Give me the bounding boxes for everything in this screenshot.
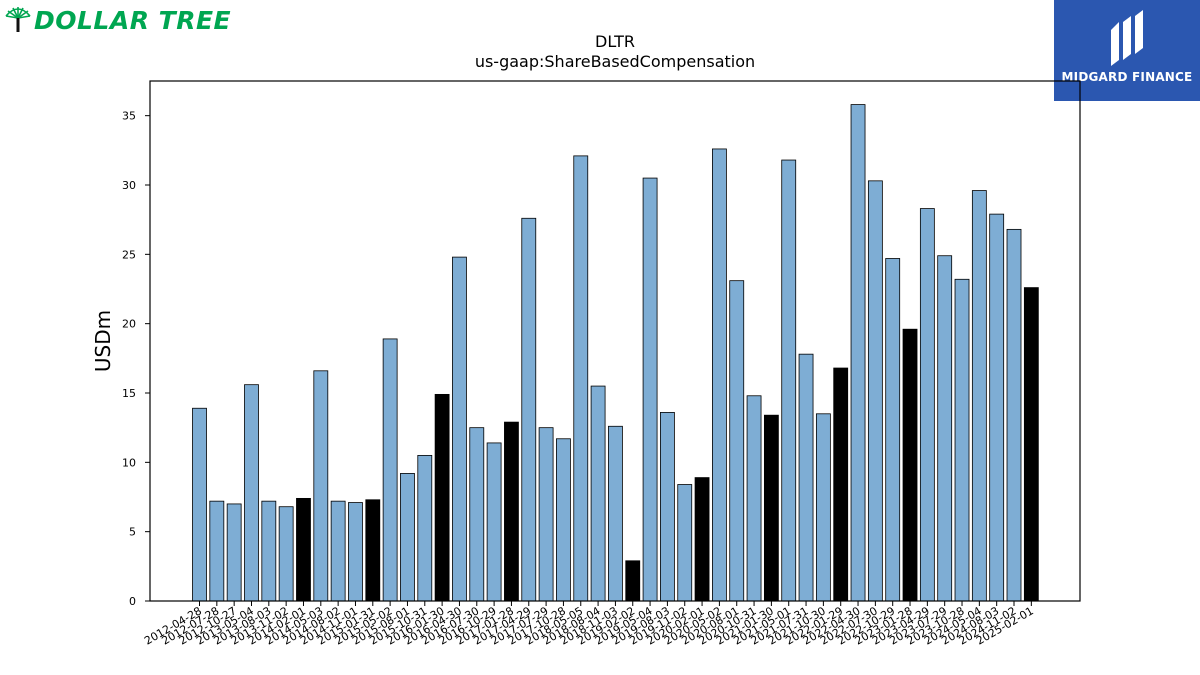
bar bbox=[867, 180, 883, 602]
bar bbox=[538, 427, 554, 602]
bar bbox=[625, 560, 641, 602]
bar bbox=[660, 412, 675, 602]
bar bbox=[781, 159, 797, 602]
bar bbox=[590, 385, 606, 602]
bar bbox=[1023, 287, 1039, 602]
bar bbox=[642, 177, 658, 602]
midgard-finance-logo: MIDGARD FINANCE bbox=[1054, 0, 1200, 101]
bar bbox=[885, 258, 901, 602]
bar bbox=[919, 208, 935, 602]
bar bbox=[850, 104, 866, 602]
bar bbox=[296, 497, 311, 602]
y-tick-label: 0 bbox=[129, 595, 136, 608]
bar bbox=[521, 217, 537, 602]
dollar-tree-wordmark: DOLLAR TREE bbox=[34, 5, 232, 35]
bar bbox=[261, 500, 277, 602]
bar bbox=[954, 278, 970, 602]
bar bbox=[278, 506, 294, 602]
bar bbox=[313, 370, 329, 602]
bar bbox=[365, 499, 381, 602]
chart-subtitle: us-gaap:ShareBasedCompensation bbox=[474, 52, 756, 71]
bar bbox=[712, 148, 727, 602]
bar bbox=[1006, 228, 1022, 602]
bar bbox=[486, 442, 502, 602]
y-tick-label: 30 bbox=[122, 179, 136, 192]
y-axis-label: USDm bbox=[91, 310, 115, 372]
chart-title: DLTR bbox=[595, 32, 635, 51]
y-tick-label: 15 bbox=[122, 387, 136, 400]
y-tick-label: 35 bbox=[122, 110, 136, 123]
bar bbox=[694, 477, 710, 602]
bar bbox=[192, 407, 207, 602]
dollar-tree-logo: DOLLAR TREE bbox=[4, 4, 231, 36]
bar bbox=[729, 280, 745, 602]
bar bbox=[226, 503, 242, 602]
bar bbox=[504, 421, 519, 602]
y-tick-label: 5 bbox=[129, 526, 136, 539]
bar bbox=[400, 473, 415, 602]
bar bbox=[382, 338, 398, 602]
bar bbox=[746, 395, 762, 602]
midgard-mark-icon bbox=[1111, 10, 1143, 66]
bar bbox=[677, 484, 693, 602]
bar bbox=[902, 328, 918, 602]
bar bbox=[989, 213, 1005, 602]
bar bbox=[417, 454, 433, 602]
bar bbox=[971, 190, 987, 602]
tree-icon bbox=[5, 7, 31, 32]
y-tick-label: 25 bbox=[122, 248, 136, 261]
bar bbox=[798, 353, 814, 602]
bar bbox=[556, 438, 571, 602]
bar bbox=[434, 393, 450, 602]
bar bbox=[815, 413, 831, 602]
bar bbox=[348, 502, 363, 602]
bar bbox=[330, 500, 346, 602]
y-tick-label: 20 bbox=[122, 318, 136, 331]
midgard-finance-wordmark: MIDGARD FINANCE bbox=[1061, 70, 1193, 84]
bar bbox=[608, 425, 623, 602]
bar bbox=[209, 500, 225, 602]
bar bbox=[833, 367, 849, 602]
bar bbox=[937, 255, 953, 602]
bar bbox=[763, 414, 779, 602]
y-tick-label: 10 bbox=[122, 456, 136, 469]
bar bbox=[244, 384, 259, 602]
bar bbox=[469, 427, 485, 602]
bar bbox=[573, 155, 589, 602]
bar bbox=[452, 256, 467, 602]
